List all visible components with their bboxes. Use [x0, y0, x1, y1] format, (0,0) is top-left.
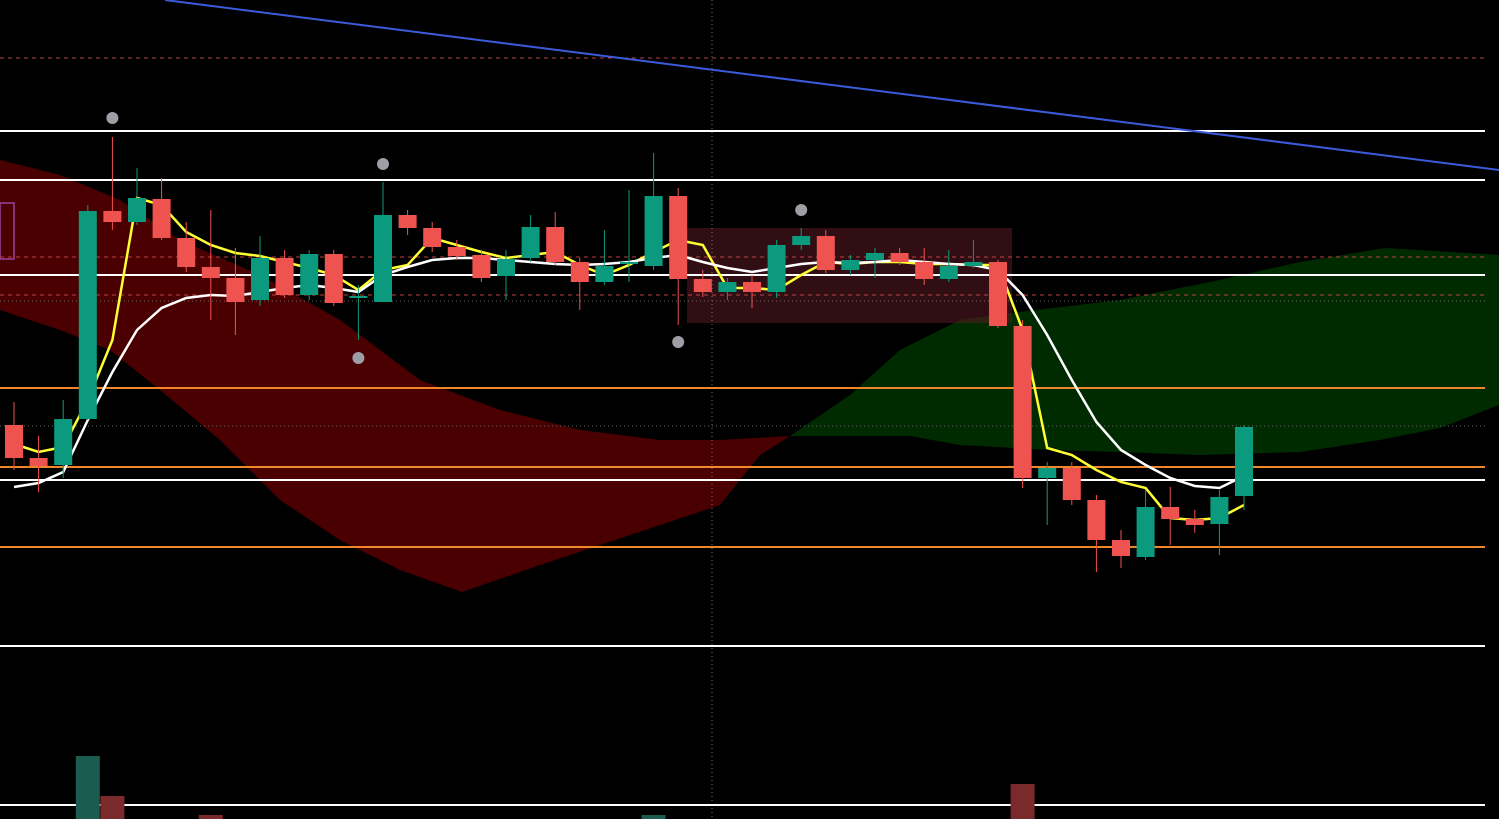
volume-bar	[198, 815, 223, 819]
candle-body	[177, 238, 196, 267]
candle-body	[472, 255, 491, 278]
candle-body	[1038, 468, 1057, 478]
candle-body	[816, 236, 835, 270]
candle-body	[1161, 507, 1180, 519]
candle-body	[939, 266, 958, 279]
candle-body	[1062, 468, 1081, 500]
candle-body	[718, 282, 737, 292]
candle-body	[398, 215, 417, 228]
candle-body	[447, 247, 466, 256]
volume-bar	[75, 756, 100, 819]
candle-body	[669, 196, 688, 279]
candle-body	[989, 262, 1007, 326]
candle-body	[54, 419, 73, 465]
marker-box	[0, 202, 15, 260]
candle-body	[1136, 507, 1155, 557]
candle-body	[1013, 326, 1032, 478]
candle-body	[251, 258, 269, 300]
candle-body	[349, 296, 368, 298]
candle-body	[570, 262, 589, 282]
candle-body	[644, 196, 663, 266]
green-cloud	[790, 248, 1499, 455]
volume-bar	[641, 815, 666, 819]
signal-dot	[352, 352, 365, 364]
candle-body	[29, 458, 48, 466]
signal-dot	[672, 336, 685, 348]
candle-body	[767, 245, 786, 292]
candle-body	[1235, 427, 1253, 496]
red-cloud	[0, 160, 790, 592]
candle-body	[300, 254, 319, 295]
candle-body	[201, 267, 220, 278]
candle-body	[128, 198, 146, 222]
candle-body	[1112, 540, 1130, 556]
candle-body	[275, 258, 294, 295]
candle-body	[1087, 500, 1106, 540]
candle-body	[792, 236, 811, 245]
candle-body	[423, 228, 442, 247]
candle-body	[546, 227, 565, 262]
candle-body	[152, 199, 171, 238]
candle-body	[866, 253, 884, 260]
volume-bar	[100, 796, 125, 819]
trendline	[164, 0, 1499, 171]
candle-body	[743, 282, 761, 292]
candle-body	[915, 262, 934, 279]
candle-body	[324, 254, 343, 303]
candle-body	[890, 253, 909, 262]
signal-dot	[377, 158, 389, 170]
candle-body	[1185, 519, 1204, 525]
signal-dot	[106, 112, 119, 124]
candle-body	[841, 260, 860, 270]
candle-body	[5, 425, 23, 458]
candle-body	[1210, 497, 1229, 524]
volume-bar	[1010, 784, 1035, 819]
candle-body	[78, 211, 97, 419]
candle-body	[521, 227, 540, 258]
candle-body	[497, 259, 515, 276]
candle-body	[374, 215, 392, 302]
candle-body	[595, 266, 614, 282]
candle-body	[693, 279, 712, 292]
candle-body	[226, 278, 245, 302]
candle-body	[103, 211, 122, 222]
candle-body	[964, 262, 983, 266]
candle-body	[620, 262, 638, 264]
signal-dot	[795, 204, 808, 216]
